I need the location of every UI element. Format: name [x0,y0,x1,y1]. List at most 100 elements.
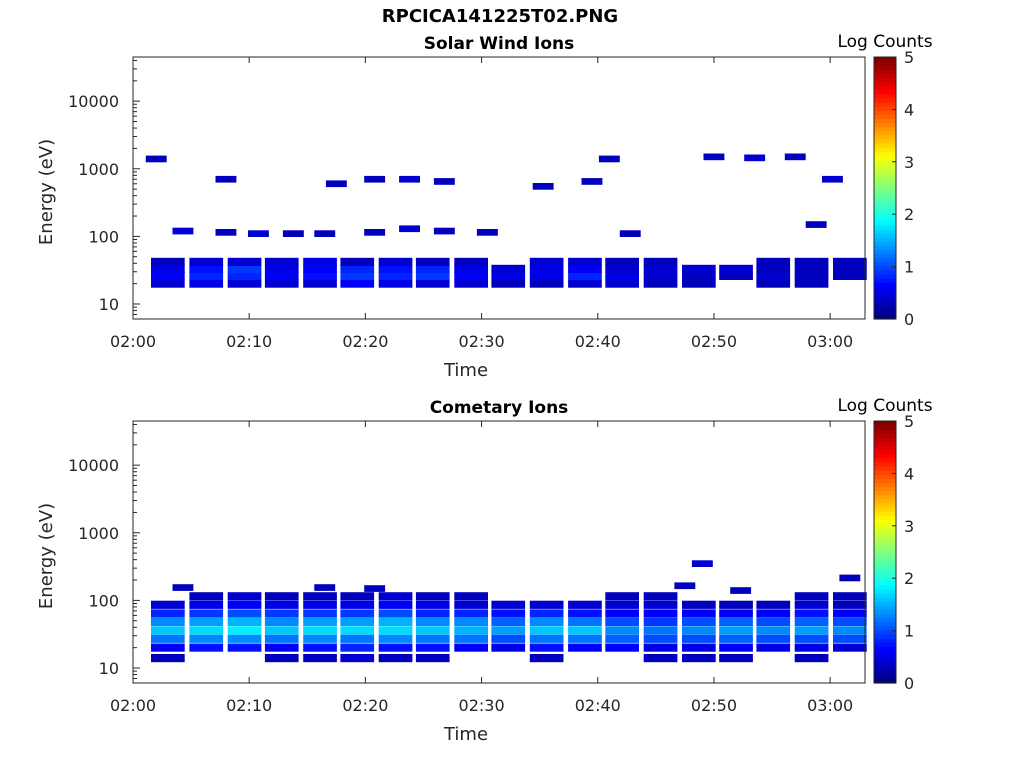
heatmap-cell [822,175,843,183]
heatmap-cell [605,634,639,643]
heatmap-cell [378,643,413,652]
heatmap-cell [643,264,678,273]
heatmap-cell [643,626,678,635]
heatmap-cell [643,257,678,266]
colorbar-swatch [874,511,896,516]
colorbar-swatch [874,678,896,684]
colorbar-swatch [874,633,896,639]
heatmap-cell [794,600,829,609]
colorbar-swatch [874,637,896,643]
heatmap-cell [151,654,185,663]
heatmap-cell [264,271,299,280]
heatmap-cell [151,257,185,266]
colorbar-swatch [874,535,896,541]
heatmap-cell [605,257,639,266]
heatmap-cell [189,257,224,266]
heatmap-cell [833,609,867,618]
heatmap-cell [264,264,299,273]
heatmap-cell [378,634,413,643]
heatmap-cell [833,626,867,635]
x-tick-label: 02:40 [575,332,621,351]
heatmap-cell [189,592,224,601]
colorbar-swatch [874,65,896,70]
x-tick-label: 02:50 [691,332,737,351]
heatmap-cell [794,617,829,626]
colorbar-swatch [874,249,896,255]
heatmap-cell [529,617,564,626]
colorbar-swatch [874,314,896,320]
heatmap-cell [415,609,450,618]
colorbar-swatch [874,241,896,246]
heatmap-cell [303,600,337,609]
heatmap-cell [314,230,336,237]
heatmap-cell [340,271,375,280]
colorbar-swatch [874,449,896,455]
heatmap-cell [682,617,716,626]
y-tick-label: 10 [99,295,119,314]
heatmap-cell [378,592,413,601]
colorbar-tick-label: 3 [904,153,914,172]
colorbar-swatch [874,114,896,119]
heatmap-cell [303,609,337,618]
colorbar-swatch [874,220,896,226]
heatmap-cell [682,634,716,643]
colorbar-swatch [874,494,896,500]
heatmap-cell [682,609,716,618]
heatmap-cell [568,257,602,266]
x-tick-label: 02:30 [459,332,505,351]
colorbar-tick-label: 2 [904,205,914,224]
heatmap-cell [378,626,413,635]
heatmap-cell [605,609,639,618]
heatmap-cell [415,257,450,266]
colorbar-swatch [874,188,896,193]
colorbar-swatch [874,159,896,165]
heatmap-cell [529,271,564,280]
colorbar-swatch [874,560,896,565]
x-tick-label: 02:50 [691,696,737,715]
colorbar-swatch [874,478,896,483]
heatmap-cell [340,654,375,663]
colorbar-swatch [874,625,896,631]
heatmap-cell [491,643,526,652]
colorbar-swatch [874,437,896,443]
y-tick-label: 1000 [78,160,119,179]
colorbar-swatch [874,474,896,479]
colorbar-swatch [874,572,896,578]
colorbar-swatch [874,588,896,594]
heatmap-cell [303,257,337,266]
colorbar-swatch [874,294,896,300]
heatmap-cell [682,626,716,635]
colorbar-swatch [874,576,896,582]
heatmap-cell [454,257,488,266]
heatmap-cell [189,626,224,635]
colorbar-swatch [874,208,896,214]
heatmap-cell [248,230,269,237]
colorbar-swatch [874,441,896,447]
heatmap-cell [189,600,224,609]
heatmap-cell [682,264,716,273]
heatmap-cell [784,153,806,161]
x-tick-label: 02:00 [110,696,156,715]
colorbar-swatch [874,453,896,459]
colorbar-swatch [874,57,896,62]
heatmap-cell [756,609,791,618]
heatmap-cell [454,617,488,626]
colorbar-swatch [874,592,896,598]
colorbar-tick-label: 1 [904,622,914,641]
heatmap-cell [476,229,498,236]
heatmap-cell [227,600,262,609]
heatmap-cell [605,643,639,652]
colorbar-frame [873,56,897,320]
heatmap-cell [605,626,639,635]
heatmap-cell [264,626,299,635]
colorbar-swatch [874,527,896,533]
heatmap-cell [491,609,526,618]
colorbar-swatch [874,81,896,87]
heatmap-cell [415,634,450,643]
colorbar-swatch [874,461,896,467]
heatmap-cell [605,279,639,288]
colorbar-swatch [874,654,896,660]
colorbar-swatch [874,613,896,619]
heatmap-cell [264,643,299,652]
